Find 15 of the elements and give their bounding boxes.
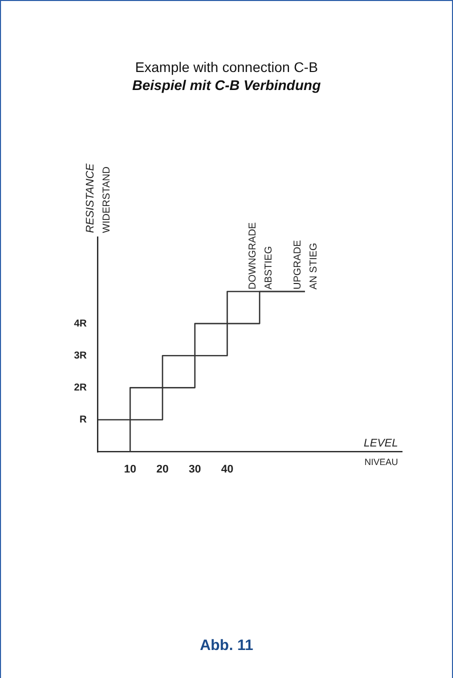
x-axis-title: LEVEL NIVEAU — [364, 437, 398, 467]
x-tick-label: 20 — [156, 463, 169, 476]
chart-subtitle: Beispiel mit C-B Verbindung — [131, 77, 322, 93]
y-tick-label: 3R — [74, 350, 88, 362]
annotation: UPGRADE AN STIEG — [292, 240, 320, 290]
y-axis-title: RESISTANCE WIDERSTAND — [84, 162, 113, 233]
x-tick-label: 40 — [221, 463, 234, 476]
x-tick-label: 10 — [124, 463, 136, 476]
y-tick-label: 2R — [74, 382, 88, 394]
caption: Abb. 11 — [198, 637, 254, 654]
chart-title: Example with connection C-B — [134, 59, 319, 75]
annotation: DOWNGRADE ABSTIEG — [247, 222, 274, 290]
y-tick-label: R — [80, 414, 88, 426]
x-tick-label: 30 — [188, 463, 201, 476]
y-tick-label: 4R — [74, 318, 88, 330]
